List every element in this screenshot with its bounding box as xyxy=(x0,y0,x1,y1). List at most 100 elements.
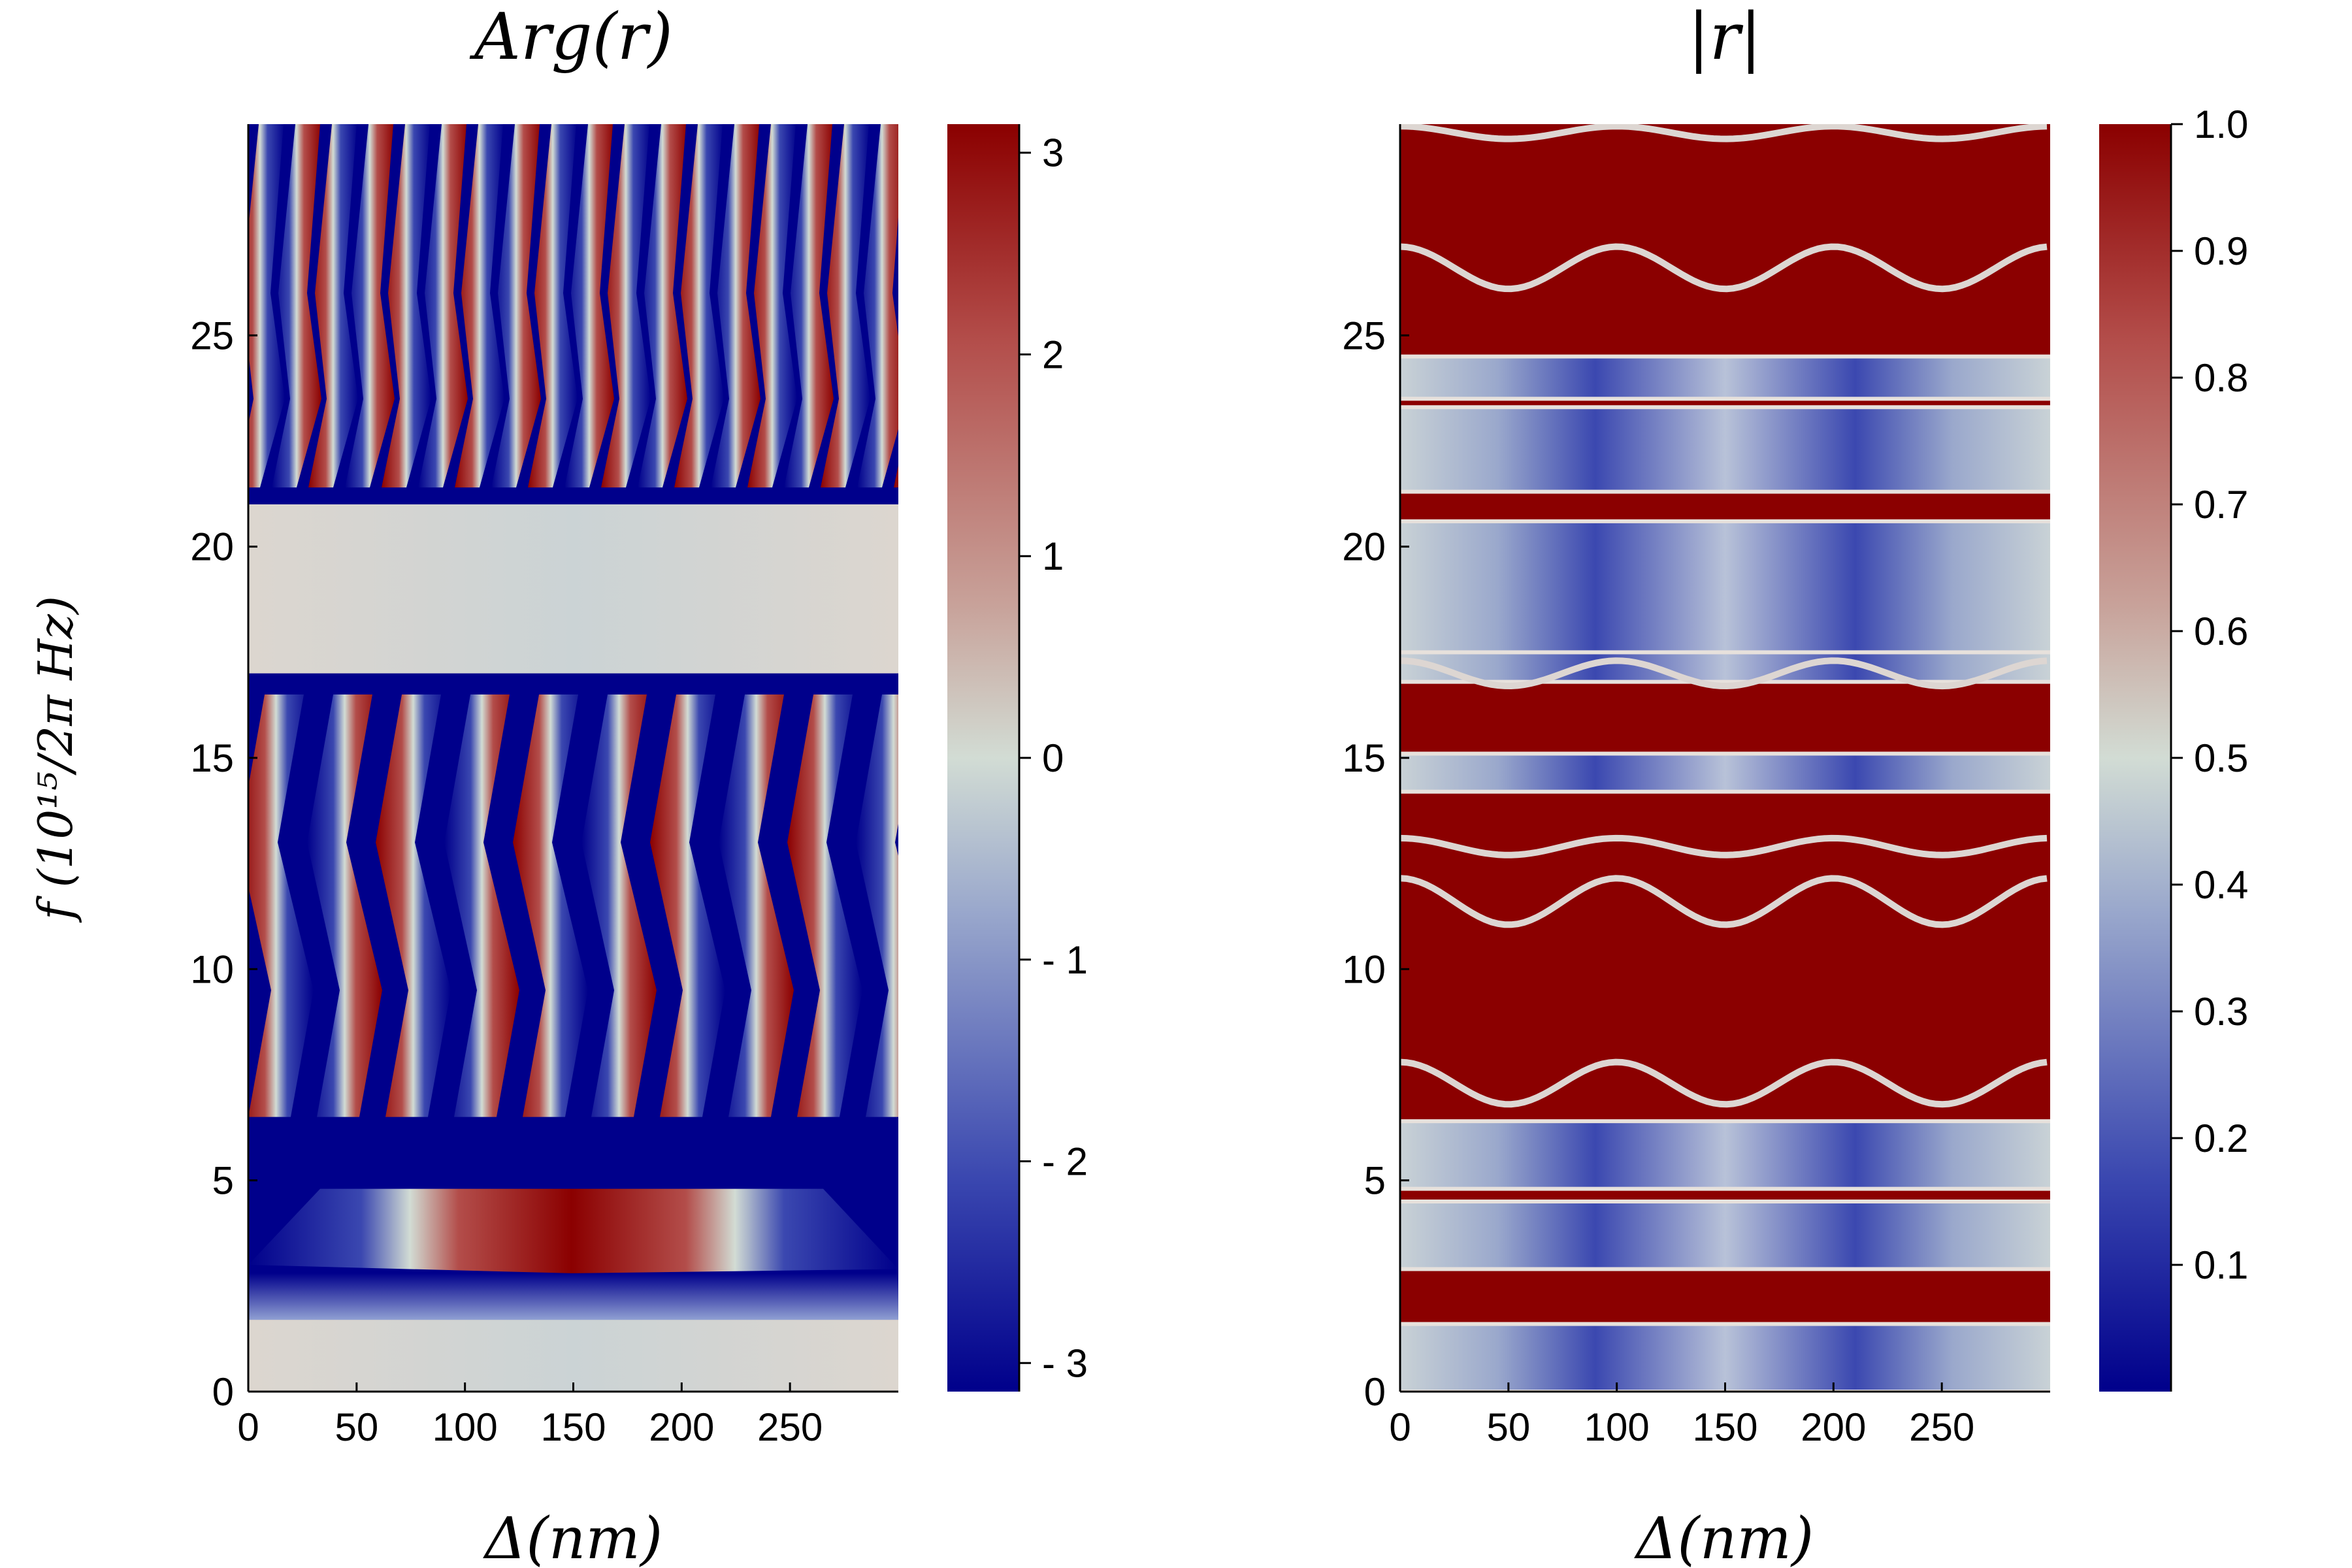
arg-colorbar xyxy=(947,124,1019,1392)
colorbar-tick-label: 0.2 xyxy=(2194,1117,2248,1160)
phase-region xyxy=(248,1188,572,1273)
arg-y-ticks: 0 5 10 15 20 25 xyxy=(190,314,257,1414)
y-tick-label: 10 xyxy=(190,947,234,991)
phase-stripe xyxy=(382,124,431,488)
phase-stripe xyxy=(272,124,321,488)
phase-region xyxy=(572,1188,898,1273)
colorbar-tick-label: 0.8 xyxy=(2194,356,2248,400)
y-tick-label: 25 xyxy=(1342,314,1386,357)
phase-stripe xyxy=(601,124,651,488)
x-tick-label: 100 xyxy=(1584,1405,1650,1449)
phase-stripe xyxy=(444,694,519,1117)
phase-stripe xyxy=(564,124,614,488)
gap-band xyxy=(1400,753,2050,792)
arg-x-ticks: 0 50 100 150 200 250 xyxy=(237,1382,823,1449)
x-tick-label: 200 xyxy=(1801,1405,1866,1449)
colorbar-tick-label: 0.7 xyxy=(2194,483,2248,527)
colorbar-tick-label: - 1 xyxy=(1042,938,1088,982)
abs-x-label: Δ(nm) xyxy=(1634,1505,1814,1568)
gap-band xyxy=(1400,407,2050,492)
phase-stripe xyxy=(821,124,870,488)
x-tick-label: 150 xyxy=(540,1405,606,1449)
x-tick-label: 250 xyxy=(1909,1405,1974,1449)
arg-heatmap xyxy=(199,124,898,1392)
phase-flat-band xyxy=(248,504,898,674)
colorbar-tick-label: 0.5 xyxy=(2194,736,2248,780)
phase-stripe xyxy=(528,124,578,488)
arg-colorbar-ticks: 3 2 1 0 - 1 - 2 - 3 xyxy=(1019,131,1088,1385)
colorbar-tick-label: 0.9 xyxy=(2194,229,2248,273)
phase-stripe xyxy=(248,694,314,1117)
gap-band xyxy=(1400,356,2050,399)
y-tick-label: 0 xyxy=(1364,1370,1386,1414)
x-tick-label: 150 xyxy=(1692,1405,1757,1449)
x-tick-label: 0 xyxy=(237,1405,259,1449)
phase-stripe xyxy=(747,124,797,488)
phase-stripe xyxy=(308,124,358,488)
x-tick-label: 100 xyxy=(433,1405,498,1449)
gap-band xyxy=(1400,521,2050,653)
phase-stripe xyxy=(199,124,248,487)
x-tick-label: 250 xyxy=(757,1405,823,1449)
colorbar-tick-label: 1 xyxy=(1042,534,1064,578)
resonance-line xyxy=(1400,124,2048,142)
colorbar-tick-label: 0.1 xyxy=(2194,1243,2248,1287)
phase-stripe xyxy=(719,694,794,1117)
phase-band xyxy=(248,1320,898,1392)
phase-stripe xyxy=(784,124,834,488)
phase-stripe xyxy=(581,694,657,1117)
y-tick-label: 5 xyxy=(1364,1159,1386,1203)
colorbar-tick-label: 0 xyxy=(1042,736,1064,780)
colorbar-tick-label: 0.3 xyxy=(2194,990,2248,1034)
colorbar-tick-label: 3 xyxy=(1042,131,1064,175)
phase-band xyxy=(248,1273,898,1320)
phase-stripe xyxy=(491,124,541,488)
arg-title: Arg(r) xyxy=(469,0,673,74)
abs-colorbar-ticks: 1.0 0.9 0.8 0.7 0.6 0.5 0.4 0.3 0.2 0.1 xyxy=(2171,103,2248,1287)
x-tick-label: 50 xyxy=(335,1405,378,1449)
abs-panel: |r| 0 50 100 150 200 250 0 5 10 15 20 25 Δ(nm) 1.0… xyxy=(1342,0,2248,1568)
x-tick-label: 0 xyxy=(1389,1405,1411,1449)
phase-stripe xyxy=(307,694,382,1117)
phase-stripe xyxy=(638,124,687,488)
y-axis-label: f (10¹⁵/2π Hz) xyxy=(28,596,83,923)
resonance-line xyxy=(1400,657,2048,690)
phase-stripe xyxy=(674,124,724,488)
phase-stripe xyxy=(787,694,862,1117)
phase-stripe xyxy=(711,124,760,488)
y-tick-label: 0 xyxy=(212,1370,234,1414)
phase-stripe xyxy=(513,694,588,1117)
phase-stripe xyxy=(345,124,395,488)
x-tick-label: 200 xyxy=(649,1405,714,1449)
abs-heatmap xyxy=(1400,124,2050,1392)
y-tick-label: 5 xyxy=(212,1159,234,1203)
resonance-line xyxy=(1400,243,2048,293)
gap-band xyxy=(1400,1201,2050,1269)
abs-x-ticks: 0 50 100 150 200 250 xyxy=(1389,1382,1974,1449)
resonance-line xyxy=(1400,834,2048,858)
phase-stripe xyxy=(376,694,451,1117)
phase-stripe xyxy=(650,694,725,1117)
y-tick-label: 20 xyxy=(190,525,234,569)
phase-stripe xyxy=(894,465,898,488)
y-tick-label: 25 xyxy=(190,314,234,357)
y-tick-label: 15 xyxy=(1342,736,1386,780)
gap-band xyxy=(1400,652,2050,682)
colorbar-tick-label: - 2 xyxy=(1042,1140,1088,1184)
colorbar-tick-label: 0.6 xyxy=(2194,610,2248,653)
phase-stripe xyxy=(857,124,898,488)
abs-title: |r| xyxy=(1688,0,1762,74)
gap-band xyxy=(1400,1324,2050,1392)
y-tick-label: 20 xyxy=(1342,525,1386,569)
y-tick-label: 10 xyxy=(1342,947,1386,991)
x-tick-label: 50 xyxy=(1486,1405,1530,1449)
gap-band xyxy=(1400,1121,2050,1189)
colorbar-tick-label: 1.0 xyxy=(2194,103,2248,146)
resonance-line xyxy=(1400,875,2048,928)
y-tick-label: 15 xyxy=(190,736,234,780)
colorbar-tick-label: - 3 xyxy=(1042,1341,1088,1385)
phase-stripe xyxy=(418,124,468,488)
colorbar-tick-label: 2 xyxy=(1042,333,1064,376)
